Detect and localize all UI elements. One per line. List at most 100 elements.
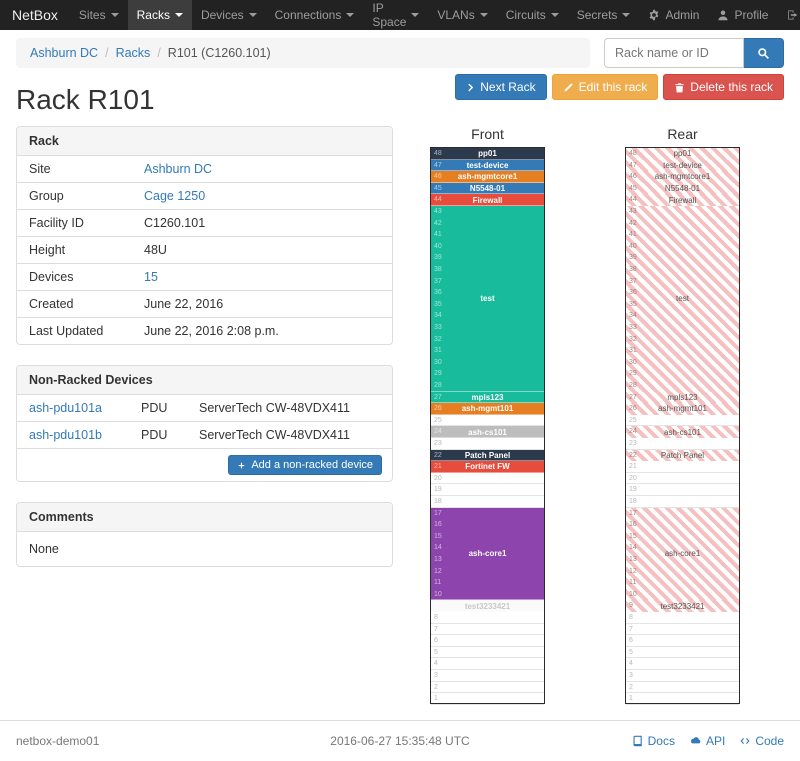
rack-device-rear-mpls123[interactable]: mpls123 <box>626 391 739 404</box>
logout-icon <box>786 9 798 21</box>
rack-unit-row <box>431 415 544 427</box>
unit-number: 42 <box>629 219 637 227</box>
chevron-down-icon <box>346 13 355 17</box>
nav-item-racks[interactable]: Racks <box>127 0 192 30</box>
search-input[interactable] <box>604 38 744 68</box>
attr-row-height: Height 48U <box>17 236 392 263</box>
app-brand[interactable]: NetBox <box>12 7 58 23</box>
rack-device-front-patch-panel[interactable]: Patch Panel <box>431 449 544 462</box>
nav-item-label: Admin <box>665 8 700 22</box>
rack-device-front-ash-core1[interactable]: ash-core1 <box>431 507 544 601</box>
nav-item-vlans[interactable]: VLANs <box>428 0 496 30</box>
chevron-right-icon <box>466 83 475 92</box>
rack-device-rear-ash-core1[interactable]: ash-core1 <box>626 507 739 601</box>
navbar-right: Admin Profile Log out <box>639 0 800 30</box>
unit-number: 13 <box>629 556 637 563</box>
rack-unit-row <box>626 438 739 450</box>
nav-item-log-out[interactable]: Log out <box>777 0 800 30</box>
rack-device-front-ash-cs101[interactable]: ash-cs101 <box>431 426 544 438</box>
rack-unit-row <box>626 415 739 427</box>
user-icon <box>717 9 729 21</box>
rack-device-front-firewall[interactable]: Firewall <box>431 194 544 206</box>
rack-device-rear-test[interactable]: test <box>626 206 739 392</box>
unit-number: 2 <box>629 683 633 691</box>
unit-number: 34 <box>434 312 442 320</box>
footer-link-api[interactable]: API <box>689 734 725 748</box>
nav-item-connections[interactable]: Connections <box>266 0 364 30</box>
rack-device-rear-ash-cs101[interactable]: ash-cs101 <box>626 426 739 438</box>
rack-device-rear-pp01[interactable]: pp01 <box>626 148 739 160</box>
unit-number: 40 <box>629 242 637 250</box>
unit-number: 40 <box>434 242 442 250</box>
rack-device-front-pp01[interactable]: pp01 <box>431 148 544 160</box>
attr-value[interactable]: Ashburn DC <box>144 162 213 176</box>
rack-device-front-test[interactable]: test <box>431 206 544 392</box>
breadcrumb-item[interactable]: Ashburn DC <box>30 46 99 60</box>
unit-number: 35 <box>629 300 637 308</box>
rack-device-front-n5548-01[interactable]: N5548-01 <box>431 182 544 195</box>
attr-value[interactable]: Cage 1250 <box>144 189 206 203</box>
nav-item-admin[interactable]: Admin <box>639 0 708 30</box>
rack-device-front-fortinet-fw[interactable]: Fortinet FW <box>431 461 544 473</box>
unit-number: 46 <box>629 173 637 181</box>
unit-number: 32 <box>434 335 442 343</box>
next-rack-button[interactable]: Next Rack <box>455 74 547 100</box>
footer-link-docs[interactable]: Docs <box>632 734 675 748</box>
rack-unit-row <box>431 682 544 694</box>
attr-row-group: Group Cage 1250 <box>17 182 392 209</box>
attr-value[interactable]: 15 <box>144 270 158 284</box>
attr-row-facility-id: Facility ID C1260.101 <box>17 209 392 236</box>
nav-item-profile[interactable]: Profile <box>708 0 777 30</box>
rack-device-rear-n5548-01[interactable]: N5548-01 <box>626 182 739 195</box>
non-racked-device-row: ash-pdu101b PDU ServerTech CW-48VDX411 <box>17 421 392 448</box>
page-title: Rack R101 <box>16 84 155 115</box>
nav-item-label: Devices <box>200 8 244 22</box>
attr-row-created: Created June 22, 2016 <box>17 290 392 317</box>
unit-number: 30 <box>629 358 637 366</box>
gear-icon <box>648 9 660 21</box>
rack-device-front-mpls123[interactable]: mpls123 <box>431 391 544 404</box>
unit-number: 4 <box>434 660 438 668</box>
footer-link-code[interactable]: Code <box>739 734 784 748</box>
breadcrumb-item[interactable]: Racks <box>115 46 151 60</box>
rack-device-rear-patch-panel[interactable]: Patch Panel <box>626 449 739 462</box>
add-non-racked-device-button[interactable]: Add a non-racked device <box>228 455 382 475</box>
rack-device-front-ash-mgmt101[interactable]: ash-mgmt101 <box>431 403 544 415</box>
edit-rack-button[interactable]: Edit this rack <box>551 74 659 100</box>
trash-icon <box>674 82 685 93</box>
nav-item-label: VLANs <box>437 8 475 22</box>
unit-number: 30 <box>434 358 442 366</box>
delete-rack-label: Delete this rack <box>690 80 773 94</box>
delete-rack-button[interactable]: Delete this rack <box>663 74 784 100</box>
unit-number: 17 <box>434 509 442 517</box>
rack-unit-row <box>626 461 739 473</box>
unit-number: 25 <box>434 416 442 424</box>
rack-unit-row <box>626 612 739 624</box>
rack-unit-row <box>626 670 739 682</box>
unit-number: 10 <box>629 590 637 598</box>
nav-item-sites[interactable]: Sites <box>70 0 128 30</box>
device-name-link[interactable]: ash-pdu101b <box>29 428 102 442</box>
nav-item-devices[interactable]: Devices <box>192 0 266 30</box>
device-role: PDU <box>141 401 168 415</box>
unit-number: 3 <box>629 672 633 679</box>
attr-value: June 22, 2016 2:08 p.m. <box>144 324 279 338</box>
nav-item-circuits[interactable]: Circuits <box>497 0 568 30</box>
nav-item-ip-space[interactable]: IP Space <box>363 0 428 30</box>
rack-device-rear-firewall[interactable]: Firewall <box>626 194 739 206</box>
rack-device-rear-ash-mgmt101[interactable]: ash-mgmt101 <box>626 403 739 415</box>
attr-label: Facility ID <box>29 216 84 230</box>
rack-unit-row <box>431 612 544 624</box>
rack-device-front-test-device[interactable]: test-device <box>431 159 544 172</box>
search-button[interactable] <box>744 38 784 68</box>
footer-link-label: API <box>705 733 726 748</box>
title-row: Rack R101 Next Rack Edit this rack Delet… <box>0 68 800 126</box>
rack-device-rear-test3233421[interactable]: test3233421 <box>626 600 739 612</box>
device-name-link[interactable]: ash-pdu101a <box>29 401 102 415</box>
nav-item-secrets[interactable]: Secrets <box>568 0 640 30</box>
device-model: ServerTech CW-48VDX411 <box>199 401 350 415</box>
rack-device-front-ash-mgmtcore1[interactable]: ash-mgmtcore1 <box>431 171 544 183</box>
rack-device-rear-test-device[interactable]: test-device <box>626 159 739 172</box>
rack-device-rear-ash-mgmtcore1[interactable]: ash-mgmtcore1 <box>626 171 739 183</box>
rack-device-front-test3233421[interactable]: test3233421 <box>431 600 544 612</box>
